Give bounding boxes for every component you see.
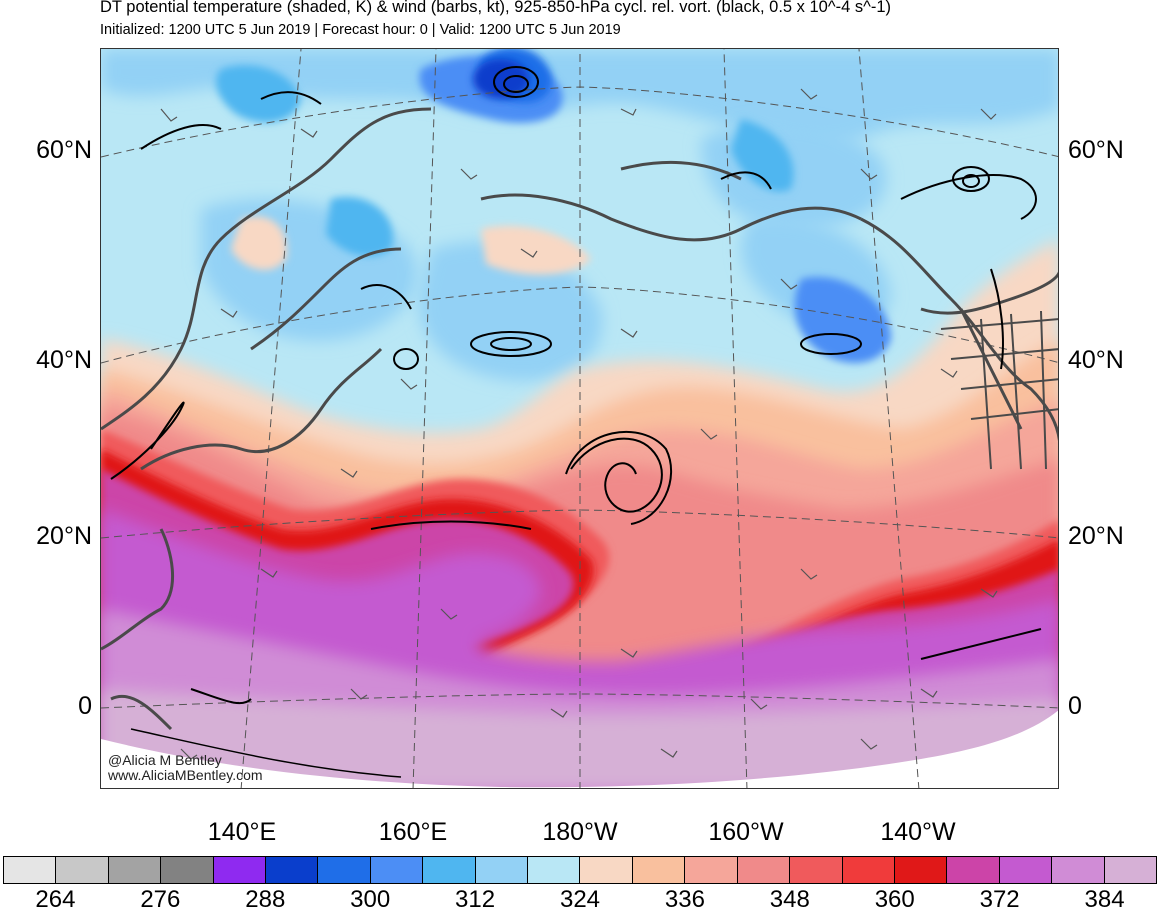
lat-label-left-40n: 40°N bbox=[36, 346, 92, 374]
lon-label-180w: 180°W bbox=[542, 818, 618, 846]
colorbar-cell-2 bbox=[108, 857, 162, 883]
colorbar-label: 336 bbox=[664, 886, 705, 913]
colorbar-cell-7 bbox=[370, 857, 424, 883]
weather-map bbox=[100, 48, 1059, 789]
lat-label-left-60n: 60°N bbox=[36, 136, 92, 164]
colorbar-label: 276 bbox=[140, 886, 181, 913]
colorbar-label: 288 bbox=[245, 886, 286, 913]
wind-barbs bbox=[160, 88, 998, 760]
colorbar-cell-19 bbox=[999, 857, 1053, 883]
map-title: DT potential temperature (shaded, K) & w… bbox=[100, 0, 892, 16]
colorbar-label: 360 bbox=[874, 886, 915, 913]
colorbar-cell-4 bbox=[213, 857, 267, 883]
colorbar-cell-16 bbox=[842, 857, 895, 883]
colorbar-cell-8 bbox=[423, 857, 476, 883]
lat-label-right-40n: 40°N bbox=[1068, 346, 1124, 374]
colorbar-cell-12 bbox=[632, 857, 686, 883]
colorbar-label: 264 bbox=[35, 886, 76, 913]
colorbar-cell-15 bbox=[790, 857, 843, 883]
lat-label-right-20n: 20°N bbox=[1068, 522, 1124, 550]
lat-label-left-20n: 20°N bbox=[36, 522, 92, 550]
lat-label-right-0: 0 bbox=[1068, 692, 1082, 720]
coastlines bbox=[101, 107, 1058, 731]
colorbar-cell-17 bbox=[894, 857, 948, 883]
lon-label-160w: 160°W bbox=[708, 818, 784, 846]
lon-label-160e: 160°E bbox=[378, 818, 448, 846]
map-canvas bbox=[101, 49, 1058, 788]
colorbar-label: 348 bbox=[769, 886, 810, 913]
colorbar-cell-21 bbox=[1104, 857, 1156, 883]
colorbar-cell-14 bbox=[737, 857, 791, 883]
colorbar-cell-11 bbox=[580, 857, 633, 883]
vorticity-contours bbox=[110, 66, 1042, 705]
state-borders bbox=[940, 310, 1058, 470]
lat-label-right-60n: 60°N bbox=[1068, 136, 1124, 164]
colorbar-label: 324 bbox=[559, 886, 601, 913]
colorbar-cell-5 bbox=[266, 857, 319, 883]
colorbar-label: 312 bbox=[455, 886, 496, 913]
colorbar-label: 372 bbox=[979, 886, 1020, 913]
colorbar-cell-9 bbox=[475, 857, 529, 883]
colorbar-cell-3 bbox=[161, 857, 214, 883]
colorbar-cell-18 bbox=[947, 857, 1000, 883]
colorbar-cell-10 bbox=[528, 857, 581, 883]
map-subtitle: Initialized: 1200 UTC 5 Jun 2019 | Forec… bbox=[100, 22, 621, 38]
credit-line-1: @Alicia M Bentley bbox=[108, 752, 222, 768]
colorbar-cell-13 bbox=[685, 857, 738, 883]
colorbar-cell-0 bbox=[4, 857, 57, 883]
lon-label-140e: 140°E bbox=[207, 818, 277, 846]
colorbar-label: 384 bbox=[1084, 886, 1125, 913]
colorbar bbox=[3, 856, 1157, 884]
colorbar-cell-20 bbox=[1052, 857, 1105, 883]
colorbar-label: 300 bbox=[350, 886, 391, 913]
lon-label-140w: 140°W bbox=[880, 818, 956, 846]
colorbar-cell-1 bbox=[56, 857, 109, 883]
credit-line-2: www.AliciaMBentley.com bbox=[108, 767, 263, 783]
lat-label-left-0: 0 bbox=[78, 692, 92, 720]
colorbar-cell-6 bbox=[318, 857, 371, 883]
